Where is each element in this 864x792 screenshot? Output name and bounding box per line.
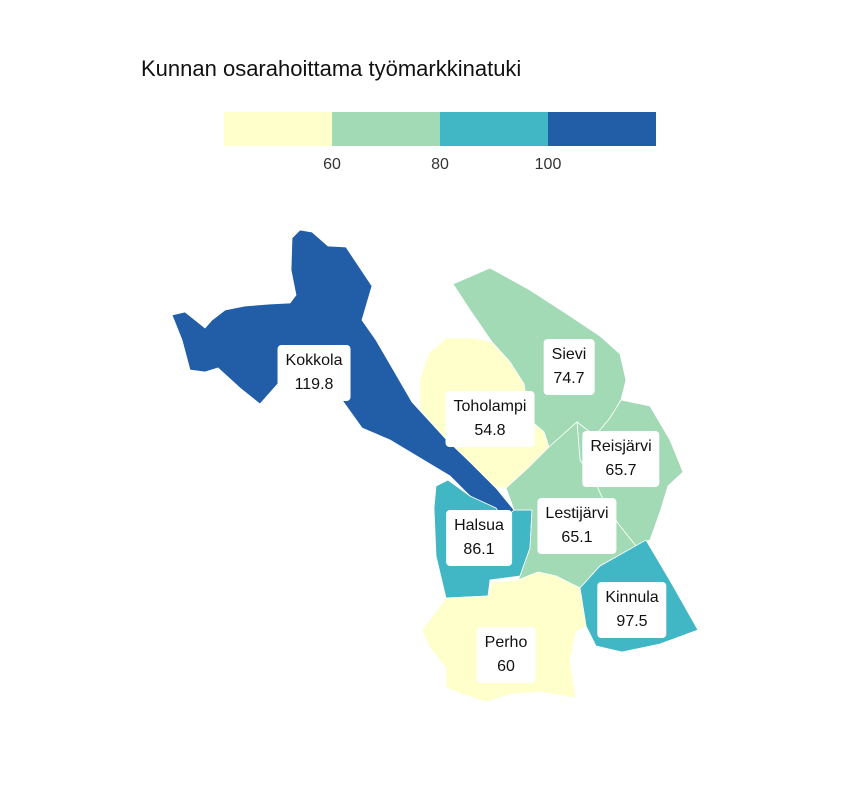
label-sievi: Sievi 74.7: [543, 339, 595, 395]
map-title: Kunnan osarahoittama työmarkkinatuki: [141, 56, 522, 81]
label-kokkola: Kokkola 119.8: [277, 345, 351, 401]
legend-bin-3: [440, 112, 548, 146]
label-lestijarvi: Lestijärvi 65.1: [537, 498, 617, 554]
label-halsua-name: Halsua: [454, 517, 504, 534]
label-sievi-name: Sievi: [551, 346, 587, 363]
legend-tick-60: 60: [323, 156, 341, 173]
label-toholampi-name: Toholampi: [453, 398, 527, 415]
legend-bin-4: [548, 112, 656, 146]
label-lestijarvi-value: 65.1: [561, 529, 593, 546]
label-perho-value: 60: [497, 658, 515, 675]
label-kokkola-name: Kokkola: [285, 352, 343, 369]
label-reisjarvi-value: 65.7: [605, 462, 637, 479]
legend-bin-1: [224, 112, 332, 146]
label-lestijarvi-name: Lestijärvi: [545, 505, 609, 522]
legend-bin-2: [332, 112, 440, 146]
label-halsua: Halsua 86.1: [446, 510, 512, 566]
label-reisjarvi-name: Reisjärvi: [590, 438, 652, 455]
label-perho-name: Perho: [484, 634, 528, 651]
label-kinnula-name: Kinnula: [605, 589, 659, 606]
label-sievi-value: 74.7: [553, 370, 585, 387]
label-kinnula-value: 97.5: [616, 613, 648, 630]
legend-tick-80: 80: [431, 156, 449, 173]
label-reisjarvi: Reisjärvi 65.7: [582, 431, 660, 487]
label-toholampi: Toholampi 54.8: [445, 391, 535, 447]
label-kokkola-value: 119.8: [294, 376, 334, 393]
label-kinnula: Kinnula 97.5: [597, 582, 667, 638]
label-perho: Perho 60: [476, 627, 536, 683]
label-halsua-value: 86.1: [463, 541, 495, 558]
label-toholampi-value: 54.8: [474, 422, 506, 439]
legend-tick-100: 100: [534, 156, 562, 173]
